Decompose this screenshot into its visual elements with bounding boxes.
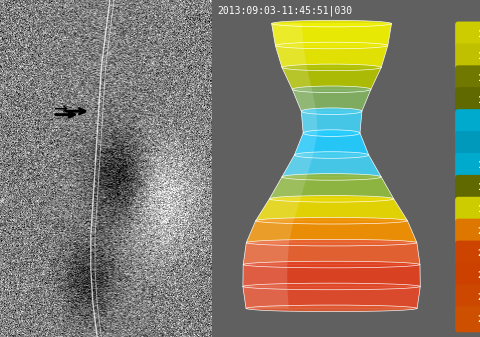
Text: 28.4: 28.4 bbox=[477, 293, 480, 302]
Text: 11.9: 11.9 bbox=[477, 161, 480, 171]
FancyBboxPatch shape bbox=[455, 197, 480, 223]
FancyBboxPatch shape bbox=[455, 43, 480, 69]
Text: →: → bbox=[53, 100, 67, 119]
Text: 27.4: 27.4 bbox=[477, 315, 480, 324]
Polygon shape bbox=[243, 286, 420, 308]
Polygon shape bbox=[243, 286, 289, 308]
Text: 15.9: 15.9 bbox=[477, 74, 480, 83]
Polygon shape bbox=[269, 177, 307, 199]
Ellipse shape bbox=[301, 108, 362, 115]
FancyBboxPatch shape bbox=[455, 131, 480, 157]
FancyBboxPatch shape bbox=[455, 22, 480, 48]
Polygon shape bbox=[272, 24, 392, 45]
Polygon shape bbox=[282, 67, 312, 89]
Polygon shape bbox=[282, 67, 381, 89]
Polygon shape bbox=[256, 199, 300, 221]
Ellipse shape bbox=[303, 130, 360, 136]
Polygon shape bbox=[294, 133, 369, 155]
Polygon shape bbox=[301, 111, 317, 133]
Polygon shape bbox=[246, 221, 417, 243]
Ellipse shape bbox=[272, 20, 392, 27]
Ellipse shape bbox=[243, 283, 420, 290]
Text: 2013:09:03-11:45:51|030: 2013:09:03-11:45:51|030 bbox=[217, 5, 353, 16]
Ellipse shape bbox=[269, 195, 394, 202]
Ellipse shape bbox=[282, 64, 381, 71]
Polygon shape bbox=[243, 243, 289, 265]
FancyBboxPatch shape bbox=[455, 175, 480, 201]
Polygon shape bbox=[292, 89, 316, 111]
Ellipse shape bbox=[256, 217, 408, 224]
Polygon shape bbox=[243, 243, 420, 265]
Polygon shape bbox=[246, 221, 294, 243]
Ellipse shape bbox=[292, 86, 371, 93]
Polygon shape bbox=[272, 24, 303, 45]
Ellipse shape bbox=[276, 42, 388, 49]
Text: 19.2: 19.2 bbox=[477, 30, 480, 39]
FancyBboxPatch shape bbox=[455, 219, 480, 245]
Ellipse shape bbox=[294, 152, 369, 158]
Text: 24.3: 24.3 bbox=[477, 227, 480, 236]
Polygon shape bbox=[269, 177, 394, 199]
Polygon shape bbox=[282, 155, 381, 177]
Text: 27.3: 27.3 bbox=[477, 249, 480, 258]
Text: 15.9: 15.9 bbox=[477, 183, 480, 192]
FancyBboxPatch shape bbox=[455, 109, 480, 135]
Ellipse shape bbox=[243, 261, 420, 268]
FancyBboxPatch shape bbox=[455, 65, 480, 91]
FancyBboxPatch shape bbox=[455, 263, 480, 288]
Ellipse shape bbox=[282, 174, 381, 180]
Polygon shape bbox=[301, 111, 362, 133]
Polygon shape bbox=[243, 265, 288, 286]
Polygon shape bbox=[276, 45, 307, 67]
FancyBboxPatch shape bbox=[455, 241, 480, 267]
FancyBboxPatch shape bbox=[455, 284, 480, 310]
FancyBboxPatch shape bbox=[455, 87, 480, 113]
Polygon shape bbox=[282, 155, 313, 177]
Polygon shape bbox=[256, 199, 408, 221]
Text: 19.9: 19.9 bbox=[477, 205, 480, 214]
Ellipse shape bbox=[246, 239, 417, 246]
Ellipse shape bbox=[246, 305, 417, 312]
Polygon shape bbox=[294, 133, 317, 155]
Polygon shape bbox=[243, 265, 420, 286]
Text: 28.3: 28.3 bbox=[477, 271, 480, 280]
FancyBboxPatch shape bbox=[455, 306, 480, 332]
FancyBboxPatch shape bbox=[455, 153, 480, 179]
Polygon shape bbox=[292, 89, 371, 111]
Text: 12.6: 12.6 bbox=[477, 96, 480, 105]
Polygon shape bbox=[276, 45, 388, 67]
Text: 18.0: 18.0 bbox=[478, 52, 480, 61]
